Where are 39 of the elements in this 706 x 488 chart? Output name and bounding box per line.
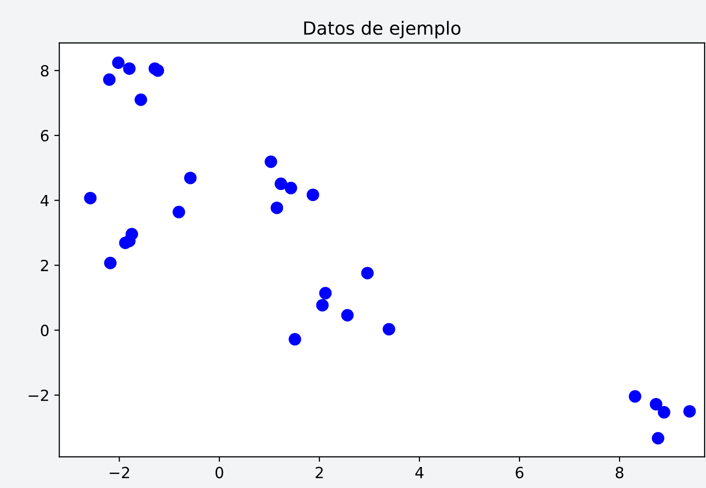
point bbox=[264, 155, 278, 168]
point bbox=[284, 182, 298, 194]
point bbox=[84, 192, 97, 204]
point bbox=[288, 333, 302, 346]
point bbox=[172, 206, 186, 218]
point bbox=[683, 405, 696, 418]
point bbox=[652, 432, 664, 445]
x-tick-label: 6 bbox=[516, 466, 524, 478]
point bbox=[361, 266, 374, 280]
point bbox=[134, 93, 148, 106]
x-tick-label: 4 bbox=[415, 466, 424, 478]
point bbox=[184, 172, 197, 184]
y-tick-label: 0 bbox=[40, 324, 49, 336]
y-tick-label: 2 bbox=[40, 260, 48, 272]
chart-title: Datos de ejemplo bbox=[304, 20, 460, 38]
y-tick-label: 8 bbox=[40, 65, 49, 77]
point bbox=[112, 56, 125, 69]
y-tick-label: 6 bbox=[40, 130, 49, 142]
point bbox=[126, 228, 138, 240]
point bbox=[658, 406, 670, 419]
point bbox=[382, 322, 396, 336]
point bbox=[104, 256, 117, 270]
point bbox=[306, 188, 320, 202]
point bbox=[319, 286, 332, 300]
point bbox=[274, 178, 288, 190]
point bbox=[152, 64, 164, 77]
x-tick-label: 2 bbox=[316, 466, 323, 478]
point bbox=[650, 398, 662, 410]
point bbox=[123, 62, 136, 75]
point bbox=[316, 298, 329, 312]
point bbox=[341, 309, 354, 322]
x-tick-label: −2 bbox=[110, 466, 130, 478]
point bbox=[103, 73, 116, 86]
x-tick-label: 8 bbox=[616, 466, 624, 478]
point bbox=[270, 202, 284, 214]
y-tick-label: −2 bbox=[28, 390, 48, 401]
y-tick-label: 4 bbox=[40, 195, 49, 206]
x-tick-label: 0 bbox=[216, 466, 224, 478]
point bbox=[628, 390, 642, 403]
